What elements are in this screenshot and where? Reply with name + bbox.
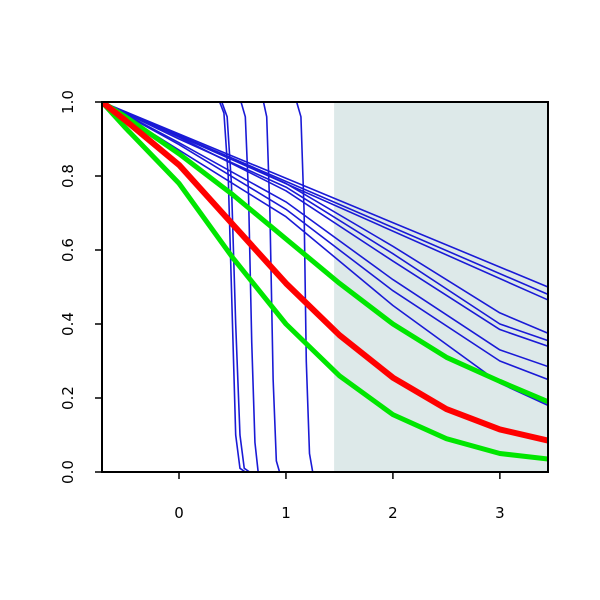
x-tick-label: 3: [495, 504, 505, 522]
series-line-4: [102, 102, 548, 335]
series-line-1: [102, 102, 548, 288]
series-line-17: [102, 102, 548, 444]
y-tick-label: 0.6: [59, 238, 77, 262]
shaded-region: [334, 102, 548, 472]
y-tick-label: 0.2: [59, 386, 77, 410]
series-line-16: [102, 102, 548, 462]
series-line-8: [102, 102, 548, 381]
x-tick-label: 0: [174, 504, 184, 522]
y-tick-label: 1.0: [59, 90, 77, 114]
x-tick-label: 2: [388, 504, 398, 522]
plot-frame: [101, 101, 549, 473]
series-line-12: [102, 102, 548, 472]
series-layer: [102, 102, 548, 472]
series-line-7: [102, 102, 548, 368]
series-line-6: [102, 102, 548, 347]
series-line-5: [102, 102, 548, 342]
series-line-14: [102, 102, 548, 472]
series-line-10: [102, 102, 548, 472]
series-line-13: [102, 102, 548, 472]
x-axis: 0 1 2 3: [174, 472, 505, 522]
series-line-15: [102, 102, 548, 405]
x-tick-label: 1: [281, 504, 291, 522]
series-line-11: [102, 102, 548, 472]
y-axis: 0.0 0.2 0.4 0.6 0.8 1.0: [59, 90, 102, 484]
y-tick-label: 0.0: [59, 460, 77, 484]
y-tick-label: 0.8: [59, 164, 77, 188]
y-tick-label: 0.4: [59, 312, 77, 336]
